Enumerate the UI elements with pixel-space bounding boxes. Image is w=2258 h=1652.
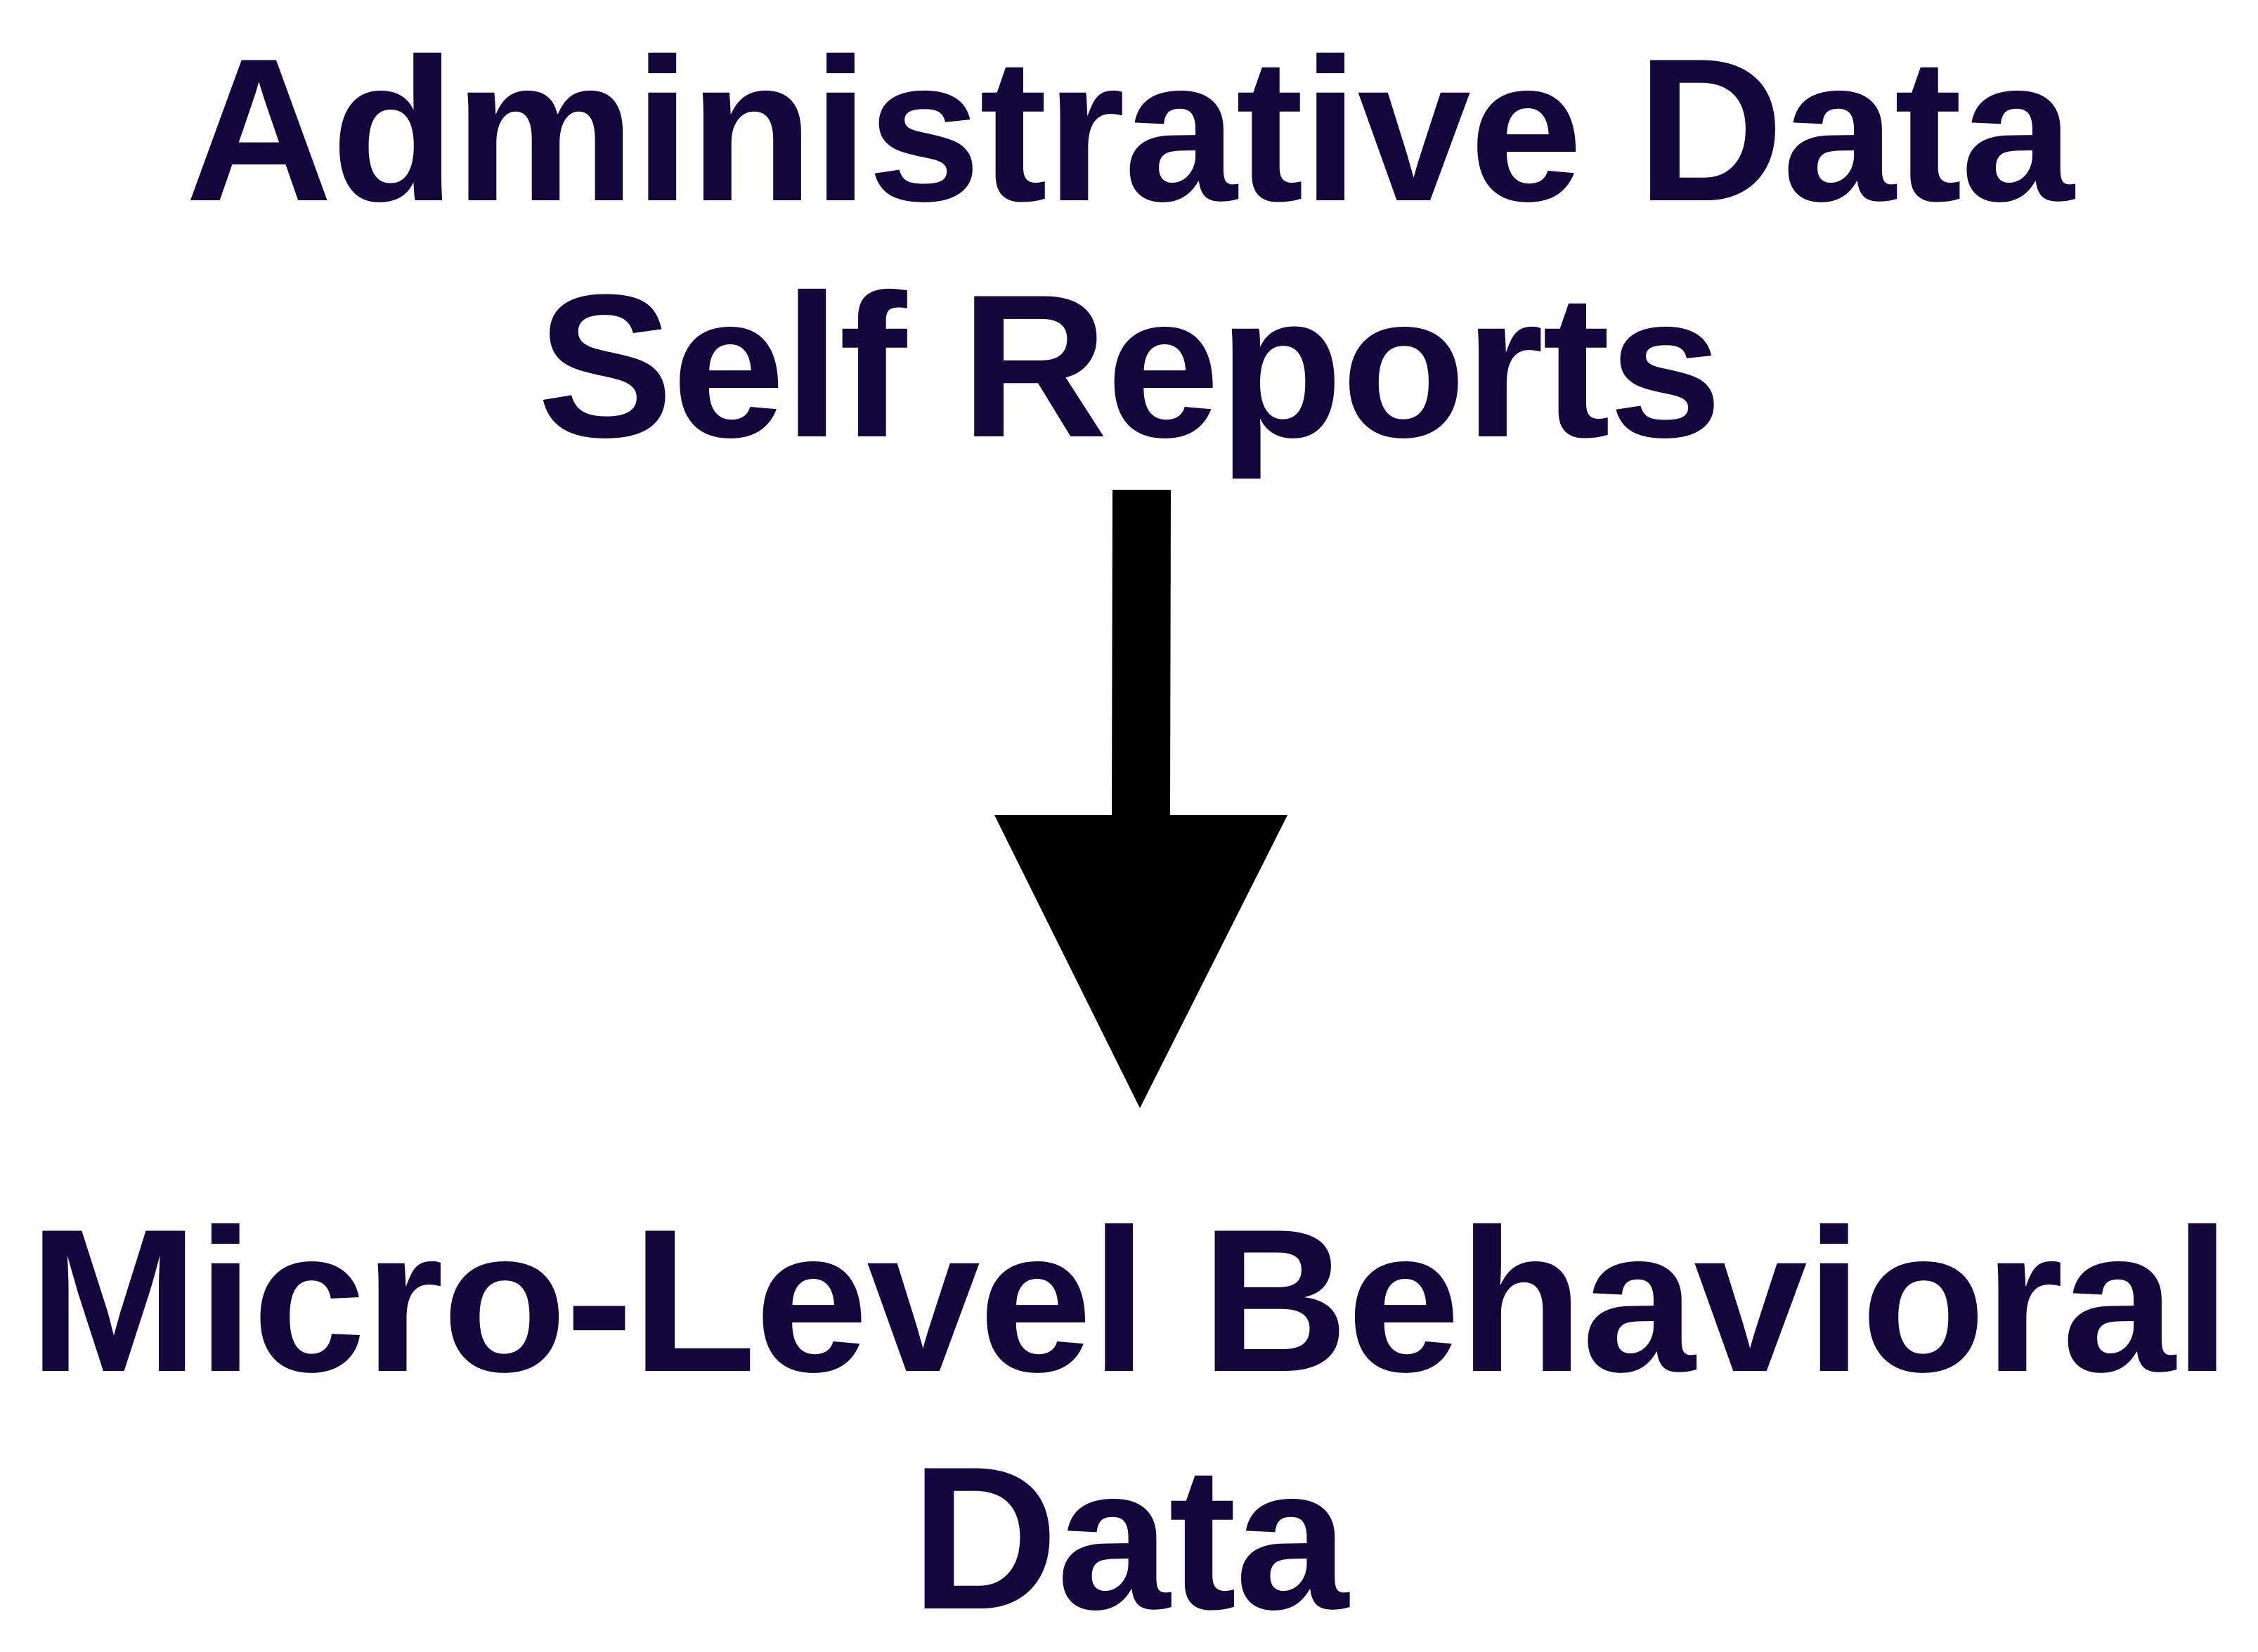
target-label-data: Data — [911, 1424, 1349, 1652]
arrow-shape — [994, 490, 1287, 1108]
target-label-micro-level-behavioral: Micro-Level Behavioral — [29, 1187, 2231, 1414]
source-label-administrative-data: Administrative Data — [185, 16, 2075, 244]
source-label-self-reports: Self Reports — [537, 252, 1722, 480]
